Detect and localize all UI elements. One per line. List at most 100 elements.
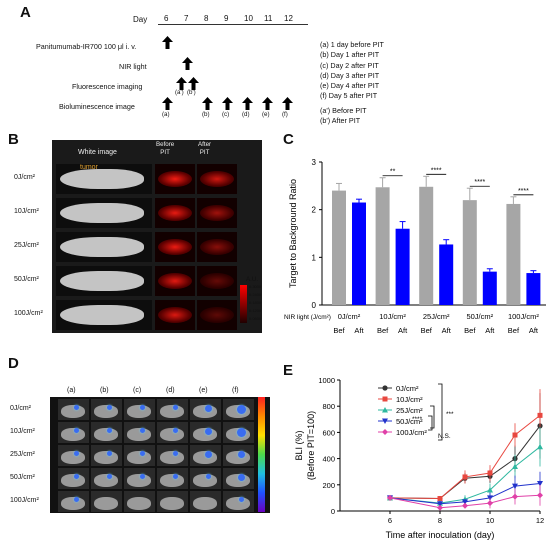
mouse-silhouette [160, 405, 184, 418]
fluorescence-after-image [197, 198, 237, 228]
legend-label: 100J/cm² [396, 428, 427, 437]
bio-arrow [262, 97, 273, 110]
bio-arrow [242, 97, 253, 110]
bli-image-cell [157, 399, 188, 420]
bli-signal-spot [237, 451, 245, 458]
fluor-arrow-after [188, 77, 199, 90]
tbr-bar-chart: 0 1 2 3 Target to Background Ratio 0J/cm² Bef A… [284, 158, 546, 335]
x-axis-title: Time after inoculation (day) [386, 530, 495, 540]
fluorescence-signal [158, 205, 192, 221]
legend-days: (a) 1 day before PIT (b) Day 1 after PIT… [320, 40, 384, 102]
significance-label: **** [474, 179, 485, 186]
bli-signal-spot [238, 497, 244, 502]
mouse-silhouette [60, 305, 144, 325]
y-tick-label: 1000 [318, 376, 335, 385]
white-light-image [56, 198, 152, 228]
bli-image-cell [124, 422, 155, 443]
legend-item: (b) Day 1 after PIT [320, 50, 380, 60]
fluorescence-signal [200, 205, 234, 221]
x-tick-label: 12 [536, 516, 544, 525]
tumor-label: tumor [80, 164, 98, 171]
group-label: 10J/cm² [379, 312, 406, 321]
y-tick-label: 200 [322, 481, 335, 490]
bli-image-cell [223, 491, 254, 512]
mouse-silhouette [127, 474, 151, 487]
aft-label: Aft [354, 326, 364, 335]
bef-label: Bef [377, 326, 389, 335]
mouse-silhouette [61, 474, 85, 487]
day-tick: 8 [204, 14, 209, 23]
y-tick-label: 600 [322, 428, 335, 437]
panel-a-label: A [20, 4, 31, 21]
bli-image-cell [58, 445, 89, 466]
fluorescence-before-image [155, 266, 195, 296]
day-tick: 6 [164, 14, 169, 23]
mouse-silhouette [94, 474, 118, 487]
y-tick-label: 3 [312, 158, 317, 167]
data-point [512, 493, 518, 500]
white-light-image [56, 232, 152, 262]
panel-b-row-label: 10J/cm² [14, 208, 39, 215]
bio-arrow [202, 97, 213, 110]
fluorescence-signal [200, 307, 234, 323]
bli-signal-spot [106, 474, 112, 479]
bar [395, 228, 410, 305]
panel-d-row-label: 100J/cm² [10, 497, 39, 504]
mouse-silhouette [61, 405, 85, 418]
data-point [537, 492, 543, 499]
row-label-fluorescence: Fluorescence imaging [72, 82, 143, 91]
bli-image-cell [223, 422, 254, 443]
bli-image-cell [124, 468, 155, 489]
data-point [537, 412, 543, 418]
data-point [537, 443, 543, 450]
sig-label: N.S. [438, 433, 451, 440]
row-label-nir: NIR light [119, 62, 147, 71]
y-tick-label: 0 [331, 507, 335, 516]
bli-signal-spot [236, 428, 246, 437]
col-after: After PIT [198, 141, 212, 156]
bli-image-cell [157, 468, 188, 489]
fluorescence-signal [158, 239, 192, 255]
bli-signal-spot [106, 405, 112, 410]
bli-image-cell [223, 468, 254, 489]
bli-signal-spot [204, 451, 212, 458]
bli-image-cell [157, 422, 188, 443]
fluorescence-signal [158, 171, 192, 187]
bio-arrow [222, 97, 233, 110]
panel-d-col-label: (f) [232, 387, 239, 394]
mouse-silhouette [60, 237, 144, 257]
y-tick-label: 0 [312, 301, 317, 310]
bli-image-cell [58, 468, 89, 489]
intensity-scale-bar [240, 285, 247, 323]
series-line [389, 414, 541, 500]
scale-tick: 0.2400 [249, 292, 262, 297]
bli-signal-spot [205, 474, 211, 479]
legend-fluor: (a') Before PIT (b') After PIT [320, 106, 367, 127]
y-tick-label: 2 [312, 206, 317, 215]
mouse-silhouette [94, 428, 118, 441]
bli-signal-spot [204, 428, 212, 435]
panel-d-row-label: 25J/cm² [10, 451, 35, 458]
au-label: A.U. [246, 276, 259, 283]
mouse-silhouette [94, 451, 118, 464]
bar [462, 200, 477, 305]
bef-label: Bef [421, 326, 433, 335]
bli-signal-spot [139, 428, 145, 433]
mouse-silhouette [160, 474, 184, 487]
bli-image-cell [91, 399, 122, 420]
bio-arrow-label: (c) [222, 111, 230, 118]
x-tick-label: 6 [388, 516, 392, 525]
day-tick: 9 [224, 14, 229, 23]
bli-signal-spot [73, 474, 79, 479]
mouse-silhouette [226, 497, 250, 510]
day-tick: 10 [244, 14, 253, 23]
significance-label: **** [431, 167, 442, 174]
data-point [512, 483, 518, 490]
bli-image-cell [190, 445, 221, 466]
panel-d-col-label: (e) [199, 387, 208, 394]
bio-arrow-label: (e) [262, 111, 270, 118]
data-point [512, 432, 518, 438]
bli-image-cell [190, 468, 221, 489]
mouse-silhouette [127, 451, 151, 464]
data-point [487, 500, 493, 507]
